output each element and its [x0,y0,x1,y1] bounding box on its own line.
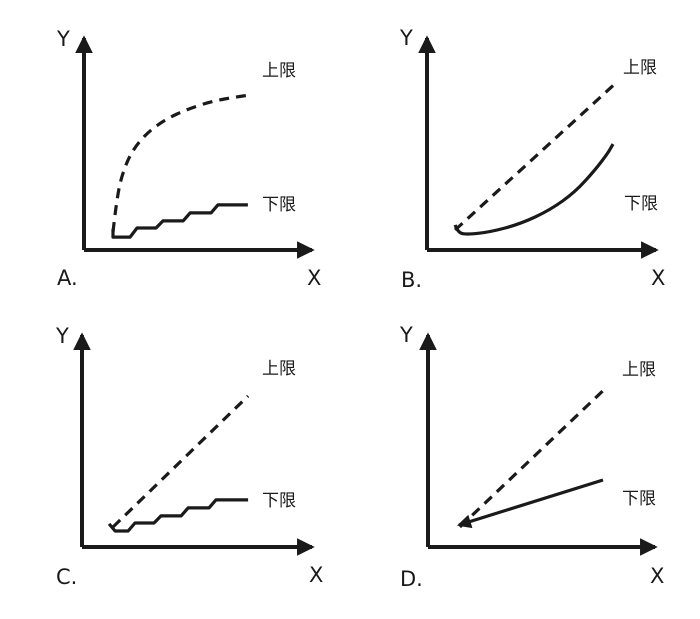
lower-limit-label: 下限 [624,194,658,214]
x-axis-label: X [651,266,665,290]
y-axis-label: Y [56,27,70,51]
upper-limit-label: 上限 [623,58,657,78]
panel-C: Y X C. 上限 下限 [55,324,323,589]
lower-limit-label: 下限 [262,491,296,511]
y-axis-label: Y [399,323,413,347]
lower-limit-curve [111,203,248,239]
upper-limit-label: 上限 [622,360,656,380]
x-axis-label: X [307,266,321,290]
option-label-d: D. [400,567,423,591]
option-label-c: C. [56,565,77,589]
upper-limit-curve [454,80,619,232]
upper-limit-curve [111,93,251,233]
upper-limit-label: 上限 [262,61,296,81]
option-label-a: A. [57,266,78,290]
lower-limit-label: 下限 [262,195,296,215]
lower-limit-curve [456,478,604,529]
panel-D: Y X D. 上限 下限 [399,323,664,591]
panel-B: Y X B. 上限 下限 [399,26,665,292]
option-label-b: B. [401,268,422,292]
upper-limit-curve [458,385,609,529]
lower-limit-curve [107,498,249,533]
lower-limit-label: 下限 [622,489,656,509]
upper-limit-label: 上限 [262,359,296,379]
x-axis-label: X [650,564,664,588]
upper-limit-curve [111,394,250,529]
y-axis-label: Y [55,324,69,348]
y-axis-label: Y [399,26,413,50]
x-axis-label: X [309,563,323,587]
panel-A: Y X A. 上限 下限 [56,27,321,290]
lower-limit-curve [453,143,615,236]
